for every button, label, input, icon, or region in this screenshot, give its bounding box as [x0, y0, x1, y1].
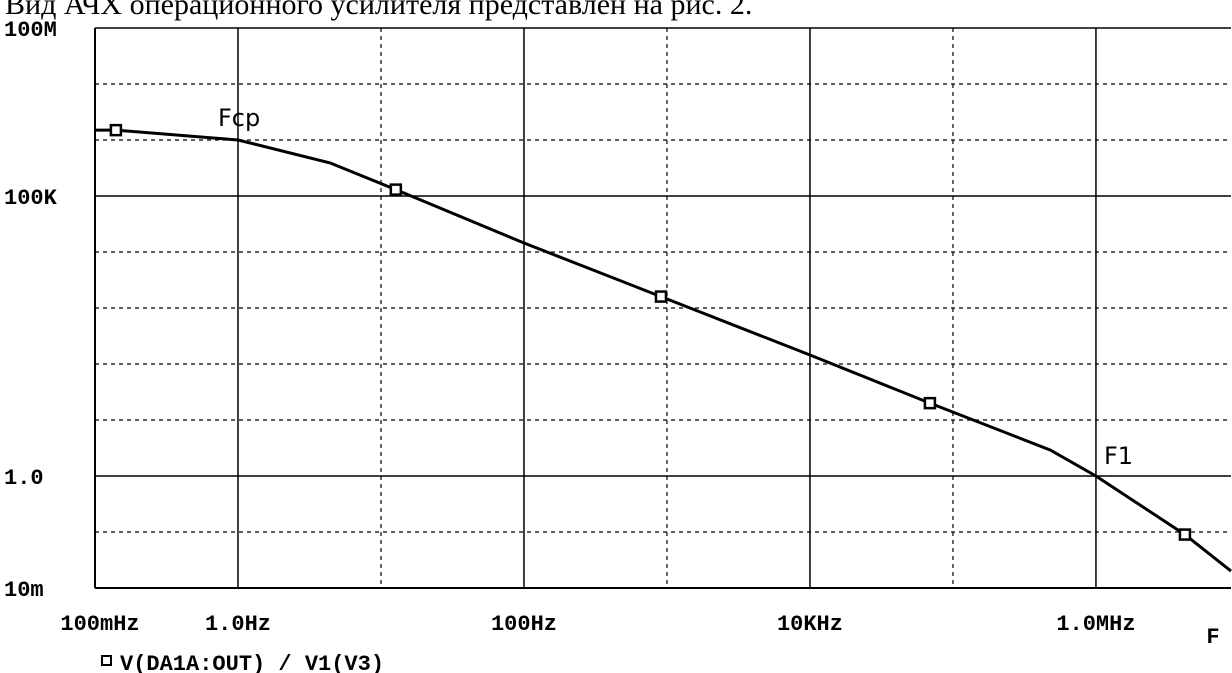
- x-axis-label: F: [1206, 625, 1219, 650]
- data-marker: [109, 123, 123, 137]
- y-tick-label: 100K: [4, 186, 58, 211]
- data-marker: [654, 290, 668, 303]
- x-tick-label: 100Hz: [491, 612, 557, 637]
- legend-symbol: [101, 655, 112, 666]
- data-marker: [923, 396, 937, 410]
- y-tick-label: 10m: [4, 578, 44, 603]
- data-marker: [389, 183, 403, 196]
- annotation: Fcp: [218, 104, 260, 132]
- data-marker: [1178, 528, 1192, 541]
- caption: Вид АЧХ операционного усилителя представ…: [5, 0, 752, 21]
- x-tick-label: 1.0MHz: [1056, 612, 1135, 637]
- legend-label: V(DA1A:OUT) / V1(V3): [120, 652, 384, 673]
- x-tick-label: 1.0Hz: [205, 612, 271, 637]
- y-tick-label: 1.0: [4, 466, 44, 491]
- x-tick-label: 100mHz: [60, 612, 139, 637]
- x-tick-label: 10KHz: [777, 612, 843, 637]
- y-tick-label: 100M: [4, 18, 57, 43]
- annotation: F1: [1104, 442, 1133, 470]
